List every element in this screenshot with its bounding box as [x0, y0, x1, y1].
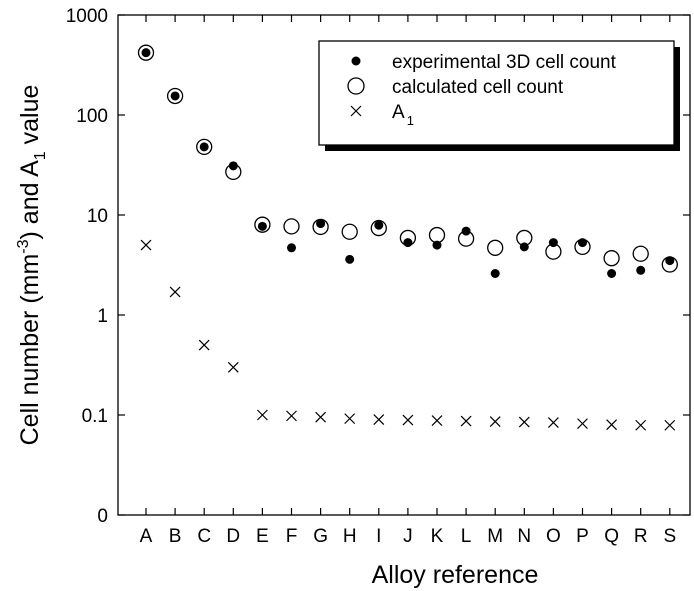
- point-a1: [169, 286, 181, 298]
- y-tick-label: 0.1: [82, 406, 108, 427]
- x-axis-label: Alloy reference: [372, 561, 539, 589]
- x-tick-label: C: [197, 526, 211, 547]
- point-calculated: [632, 245, 649, 262]
- point-experimental: [170, 91, 180, 101]
- point-calculated: [137, 44, 155, 61]
- x-tick-label: J: [403, 526, 413, 547]
- point-a1: [198, 339, 210, 351]
- y-tick-label: 100: [76, 106, 108, 127]
- x-tick-label: A: [140, 526, 153, 547]
- point-a1: [227, 361, 239, 373]
- legend-marker-a1: [350, 105, 362, 117]
- x-tick-label: N: [517, 526, 531, 547]
- point-calculated: [487, 239, 504, 256]
- x-tick-label: D: [226, 526, 240, 547]
- y-tick-label: 10: [87, 206, 108, 227]
- point-a1: [577, 418, 588, 430]
- y-tick-label: 1000: [66, 6, 108, 27]
- point-a1: [547, 417, 559, 428]
- y-axis: 0 0.1 1 10 100 1000: [66, 6, 690, 527]
- point-a1: [606, 419, 618, 431]
- point-a1: [664, 419, 676, 431]
- point-experimental: [519, 242, 529, 252]
- point-experimental: [316, 219, 326, 229]
- point-experimental: [345, 254, 355, 264]
- point-experimental: [141, 48, 151, 58]
- y-tick-label: 0: [97, 506, 108, 527]
- point-experimental: [548, 238, 558, 248]
- y-axis-label: Cell number (mm-3) and A1 value: [15, 85, 49, 446]
- point-experimental: [490, 269, 500, 279]
- point-a1: [460, 415, 472, 427]
- point-experimental: [665, 256, 675, 266]
- x-tick-label: B: [169, 526, 182, 547]
- point-experimental: [432, 240, 442, 250]
- point-experimental: [636, 265, 646, 275]
- point-a1: [286, 410, 297, 422]
- point-a1: [489, 416, 501, 427]
- point-experimental: [461, 226, 471, 236]
- point-a1: [315, 411, 327, 423]
- point-calculated: [166, 87, 184, 105]
- point-experimental: [287, 243, 296, 253]
- point-a1: [431, 415, 443, 426]
- point-experimental: [578, 238, 587, 248]
- point-a1: [635, 419, 647, 431]
- x-tick-label: S: [663, 526, 676, 547]
- data-marks: [137, 44, 678, 431]
- legend-marker-calculated: [347, 77, 365, 95]
- point-a1: [402, 414, 414, 426]
- legend-box: [318, 40, 675, 146]
- point-experimental: [257, 221, 267, 231]
- point-a1: [140, 239, 152, 251]
- x-tick-label: P: [576, 526, 589, 547]
- point-a1: [518, 416, 530, 428]
- point-calculated: [603, 250, 620, 267]
- point-a1: [344, 413, 356, 425]
- point-calculated: [428, 226, 446, 244]
- point-a1: [373, 414, 385, 426]
- point-experimental: [403, 238, 413, 248]
- legend: experimental 3D cell count calculated ce…: [318, 40, 680, 151]
- point-calculated: [370, 219, 387, 237]
- plot-frame: [117, 14, 691, 516]
- point-a1: [256, 409, 268, 421]
- legend-label-experimental: experimental 3D cell count: [392, 52, 617, 73]
- point-calculated: [341, 223, 358, 240]
- x-tick-label: I: [376, 526, 381, 547]
- legend-label-calculated: calculated cell count: [392, 77, 564, 98]
- x-tick-label: H: [343, 526, 357, 547]
- y-tick-label: 1: [97, 306, 108, 327]
- x-tick-label: F: [286, 526, 298, 547]
- x-tick-label: L: [461, 526, 472, 547]
- x-tick-label: K: [431, 526, 444, 547]
- point-experimental: [199, 142, 209, 152]
- x-tick-label: G: [313, 526, 328, 547]
- point-calculated: [196, 138, 213, 156]
- x-tick-label: M: [487, 526, 503, 547]
- point-calculated: [283, 218, 300, 235]
- point-experimental: [374, 220, 384, 230]
- x-tick-label: E: [256, 526, 269, 547]
- x-tick-label: O: [546, 526, 561, 547]
- x-tick-label: Q: [604, 526, 619, 547]
- legend-marker-experimental: [351, 56, 361, 66]
- point-experimental: [228, 161, 238, 171]
- point-calculated: [254, 216, 271, 233]
- point-experimental: [607, 269, 617, 279]
- x-tick-label: R: [634, 526, 648, 547]
